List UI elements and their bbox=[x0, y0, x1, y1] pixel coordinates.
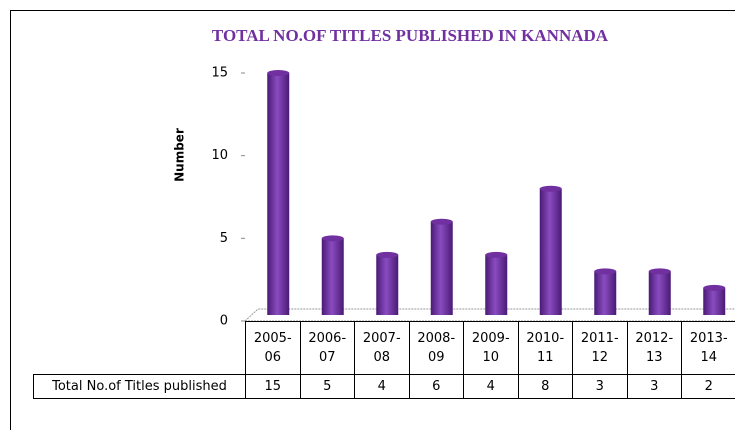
table-value: 4 bbox=[354, 374, 410, 399]
bar-top bbox=[703, 284, 726, 291]
category-label: 2006-07 bbox=[299, 321, 355, 375]
table-value-text: 2 bbox=[704, 379, 713, 394]
table-value: 3 bbox=[572, 374, 628, 399]
bar-body bbox=[539, 188, 562, 315]
bar-body bbox=[594, 271, 617, 315]
category-label-text: 2009-10 bbox=[471, 331, 510, 365]
table-value: 2 bbox=[681, 374, 735, 399]
category-label: 2008-09 bbox=[408, 321, 464, 375]
frame bbox=[10, 10, 735, 430]
table-value-text: 15 bbox=[264, 379, 282, 394]
row-label: Total No.of Titles published bbox=[33, 374, 246, 399]
category-label: 2012-13 bbox=[626, 321, 682, 375]
table-value-text: 5 bbox=[323, 379, 332, 394]
table-value-text: 3 bbox=[650, 379, 659, 394]
bar-top bbox=[594, 268, 617, 275]
bar bbox=[648, 268, 671, 315]
row-label-text: Total No.of Titles published bbox=[52, 379, 227, 394]
bar-top bbox=[376, 251, 399, 258]
table-value: 4 bbox=[463, 374, 519, 399]
category-label-text: 2010-11 bbox=[526, 331, 565, 365]
table-value-text: 4 bbox=[486, 379, 495, 394]
category-label-text: 2008-09 bbox=[417, 331, 456, 365]
category-label-text: 2012-13 bbox=[635, 331, 674, 365]
y-tick-label: 5 bbox=[220, 231, 228, 246]
y-axis-label: Number bbox=[173, 128, 187, 182]
category-label: 2013-14 bbox=[681, 321, 735, 375]
table-value-text: 6 bbox=[432, 379, 441, 394]
table-value-text: 4 bbox=[377, 379, 386, 394]
bar-body bbox=[648, 271, 671, 315]
category-label-text: 2011-12 bbox=[580, 331, 619, 365]
category-label: 2010-11 bbox=[517, 321, 573, 375]
table-value-text: 3 bbox=[595, 379, 604, 394]
y-tick-label: 0 bbox=[220, 314, 228, 329]
category-label-text: 2005-06 bbox=[253, 331, 292, 365]
bar-body bbox=[430, 221, 453, 315]
y-tick-label: 10 bbox=[211, 148, 228, 163]
category-label-text: 2006-07 bbox=[308, 331, 347, 365]
bar-top bbox=[267, 70, 290, 76]
category-label: 2011-12 bbox=[572, 321, 628, 375]
bar-top bbox=[648, 268, 671, 275]
category-label: 2007-08 bbox=[354, 321, 410, 375]
table-value: 6 bbox=[408, 374, 464, 399]
bar bbox=[430, 218, 453, 315]
bar-body bbox=[376, 254, 399, 315]
table-value-text: 8 bbox=[541, 379, 550, 394]
table-value: 5 bbox=[299, 374, 355, 399]
bar bbox=[376, 251, 399, 315]
y-tick-label: 15 bbox=[211, 66, 228, 81]
bar bbox=[485, 251, 508, 315]
bar bbox=[594, 268, 617, 315]
bar-top bbox=[321, 235, 344, 242]
bar bbox=[321, 235, 344, 315]
bar bbox=[267, 70, 290, 315]
category-label: 2005-06 bbox=[245, 321, 301, 375]
bar-top bbox=[539, 185, 562, 192]
category-label-text: 2013-14 bbox=[689, 331, 728, 365]
bar-body bbox=[267, 73, 290, 315]
table-value: 3 bbox=[626, 374, 682, 399]
bar-top bbox=[485, 251, 508, 258]
bar-top bbox=[430, 218, 453, 225]
table-value: 8 bbox=[517, 374, 573, 399]
bar bbox=[539, 185, 562, 315]
bar bbox=[703, 284, 726, 315]
bar-body bbox=[485, 254, 508, 315]
bar-body bbox=[321, 238, 344, 315]
category-label-text: 2007-08 bbox=[362, 331, 401, 365]
chart-title: TOTAL NO.OF TITLES PUBLISHED IN KANNADA bbox=[212, 26, 609, 45]
table-value: 15 bbox=[245, 374, 301, 399]
bar-body bbox=[703, 287, 726, 315]
category-label: 2009-10 bbox=[463, 321, 519, 375]
